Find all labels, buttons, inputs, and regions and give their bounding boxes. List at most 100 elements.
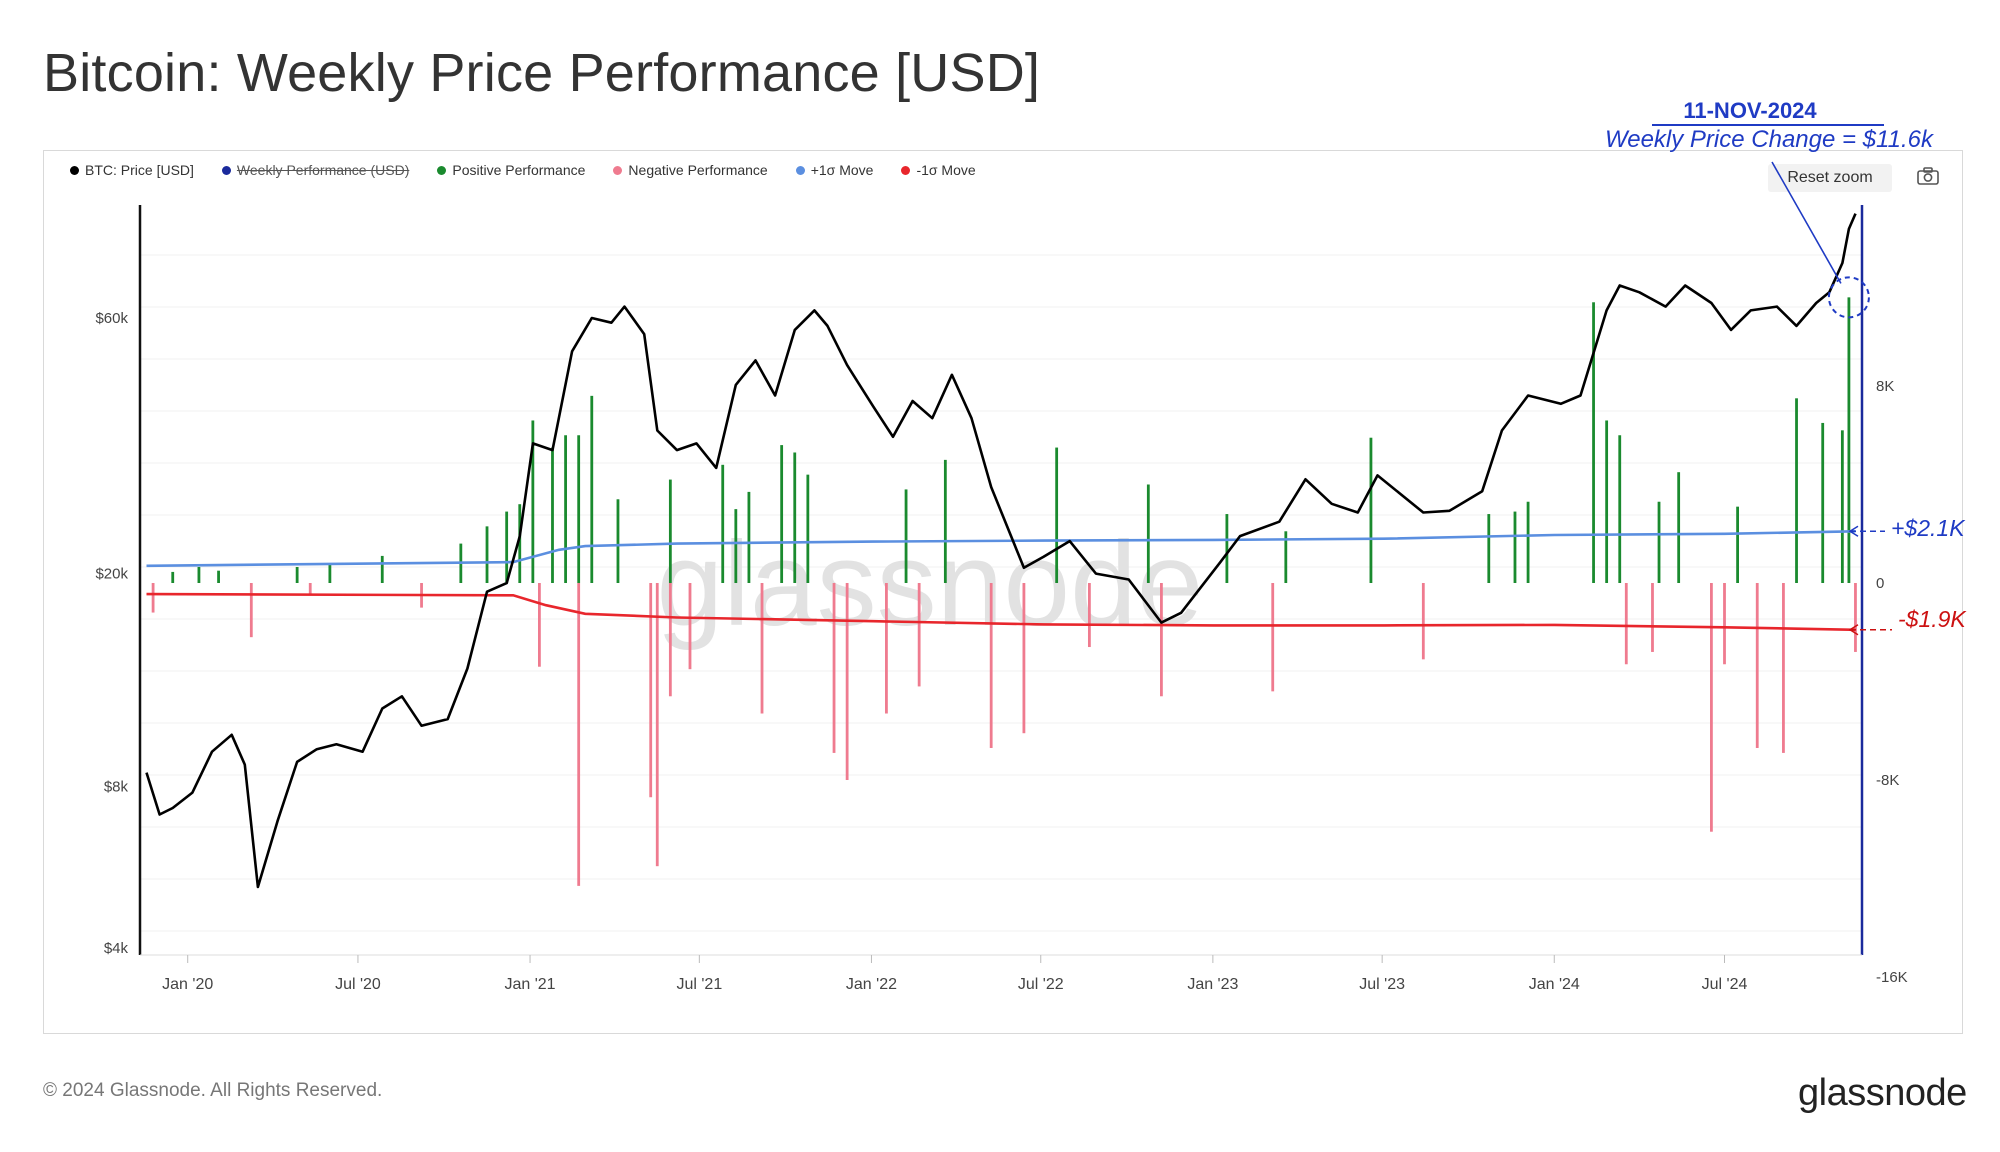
positive-performance-bar <box>780 445 784 583</box>
positive-performance-bar <box>1605 420 1609 583</box>
negative-performance-bar <box>989 583 993 748</box>
legend-dot-plus-sigma <box>795 165 805 175</box>
right-axis-tick-label: -8K <box>1876 772 1899 789</box>
camera-icon[interactable] <box>1916 165 1940 187</box>
negative-performance-bar <box>1160 583 1163 697</box>
axes: $4k $8k $20k $60k -16K -8K 0 8K Jan '20 Jul '20 Ja… <box>95 205 1908 993</box>
annotation-minus-sigma: -$1.9K <box>1898 606 1966 632</box>
highlight-circle <box>1827 276 1870 319</box>
positive-performance-bar <box>1821 422 1825 583</box>
legend-dot-negative <box>613 165 623 175</box>
negative-performance-bar <box>655 583 659 867</box>
chart-legend: BTC: Price [USD] Weekly Performance (USD… <box>70 162 976 178</box>
positive-performance-bar <box>1055 447 1059 583</box>
positive-performance-bar <box>734 509 738 583</box>
annotation-date-underline <box>1652 124 1884 126</box>
positive-performance-bar <box>616 499 620 583</box>
positive-performance-bar <box>1736 506 1739 583</box>
plus-sigma-line <box>146 530 1856 568</box>
legend-label-negative: Negative Performance <box>628 162 768 178</box>
legend-item-plus-sigma[interactable]: +1σ Move <box>795 162 874 178</box>
positive-performance-bar <box>1225 514 1229 583</box>
right-axis-tick-label: -16K <box>1876 969 1908 986</box>
annotation-graphics <box>1771 161 1892 636</box>
legend-dot-price <box>70 165 79 175</box>
right-axis-tick-label: 8K <box>1876 378 1894 395</box>
x-axis-tick-label: Jan '20 <box>162 976 213 993</box>
x-axis-tick-label: Jan '22 <box>846 976 897 993</box>
x-axis-tick-label: Jul '21 <box>676 976 722 993</box>
x-axis-tick-label: Jul '22 <box>1018 976 1064 993</box>
legend-label-weekly: Weekly Performance (USD) <box>236 162 410 178</box>
legend-item-positive[interactable]: Positive Performance <box>437 162 585 178</box>
positive-performance-bar <box>721 464 725 583</box>
negative-performance-bar <box>1782 583 1785 753</box>
positive-performance-bar <box>1657 501 1661 583</box>
negative-performance-bar <box>649 583 653 798</box>
positive-performance-bar <box>943 459 947 583</box>
positive-performance-bar <box>217 570 220 583</box>
positive-performance-bar <box>531 420 535 583</box>
legend-item-weekly[interactable]: Weekly Performance (USD) <box>221 162 410 178</box>
left-axis-tick-label: $4k <box>104 940 129 957</box>
minus-sigma-arrowhead <box>1848 624 1859 636</box>
chart-panel <box>43 150 1963 1034</box>
callout-pointer-line <box>1771 161 1842 284</box>
left-axis-tick-label: $20k <box>95 566 128 583</box>
negative-performance-bar <box>577 583 581 886</box>
reset-zoom-button[interactable]: Reset zoom <box>1768 164 1892 192</box>
negative-performance-bar <box>1723 583 1726 665</box>
x-axis-tick-label: Jan '24 <box>1529 976 1580 993</box>
left-axis-tick-label: $8k <box>104 779 129 796</box>
positive-performance-bar <box>904 489 908 583</box>
positive-performance-bar <box>590 395 594 583</box>
positive-performance-bar <box>505 511 509 583</box>
performance-bars <box>151 297 1857 886</box>
positive-performance-bar <box>1847 297 1851 583</box>
right-axis-tick-label: 0 <box>1876 575 1884 592</box>
positive-performance-bar <box>564 435 567 583</box>
grid-lines <box>140 254 1862 932</box>
negative-performance-bar <box>151 583 155 613</box>
sigma-lines <box>146 530 1856 632</box>
negative-performance-bar <box>832 583 836 753</box>
negative-performance-bar <box>688 583 692 670</box>
negative-performance-bar <box>917 583 921 687</box>
legend-item-minus-sigma[interactable]: -1σ Move <box>901 162 976 178</box>
negative-performance-bar <box>668 583 672 697</box>
x-axis-tick-label: Jan '21 <box>504 976 555 993</box>
positive-performance-bar <box>1526 501 1530 583</box>
annotation-price-change: Weekly Price Change = $11.6k <box>1605 126 1933 153</box>
negative-performance-bar <box>1022 583 1026 734</box>
legend-item-price[interactable]: BTC: Price [USD] <box>70 162 194 178</box>
positive-performance-bar <box>1592 302 1595 583</box>
positive-performance-bar <box>1840 430 1844 583</box>
positive-performance-bar <box>1795 398 1798 583</box>
positive-performance-bar <box>1618 435 1622 583</box>
brand-logo: glassnode <box>1798 1072 1967 1114</box>
legend-dot-weekly <box>221 165 231 175</box>
legend-label-price: BTC: Price [USD] <box>85 162 194 178</box>
positive-performance-bar <box>1146 484 1150 583</box>
positive-performance-bar <box>295 566 299 583</box>
negative-performance-bar <box>249 583 253 638</box>
left-axis-tick-label: $60k <box>95 310 128 327</box>
copyright-text: © 2024 Glassnode. All Rights Reserved. <box>43 1080 383 1101</box>
negative-performance-bar <box>1651 583 1654 652</box>
negative-performance-bar <box>1624 583 1628 665</box>
positive-performance-bar <box>518 504 522 583</box>
positive-performance-bar <box>1513 511 1517 583</box>
legend-item-negative[interactable]: Negative Performance <box>613 162 768 178</box>
negative-performance-bar <box>1271 583 1275 692</box>
positive-performance-bar <box>1677 472 1681 583</box>
legend-label-minus-sigma: -1σ Move <box>916 162 976 178</box>
negative-performance-bar <box>845 583 849 780</box>
negative-performance-bar <box>537 583 541 667</box>
negative-performance-bar <box>760 583 764 714</box>
positive-performance-bar <box>806 474 810 583</box>
negative-performance-bar <box>1854 583 1857 652</box>
negative-performance-bar <box>1087 583 1091 648</box>
legend-label-plus-sigma: +1σ Move <box>810 162 874 178</box>
price-line-group <box>145 213 1857 889</box>
